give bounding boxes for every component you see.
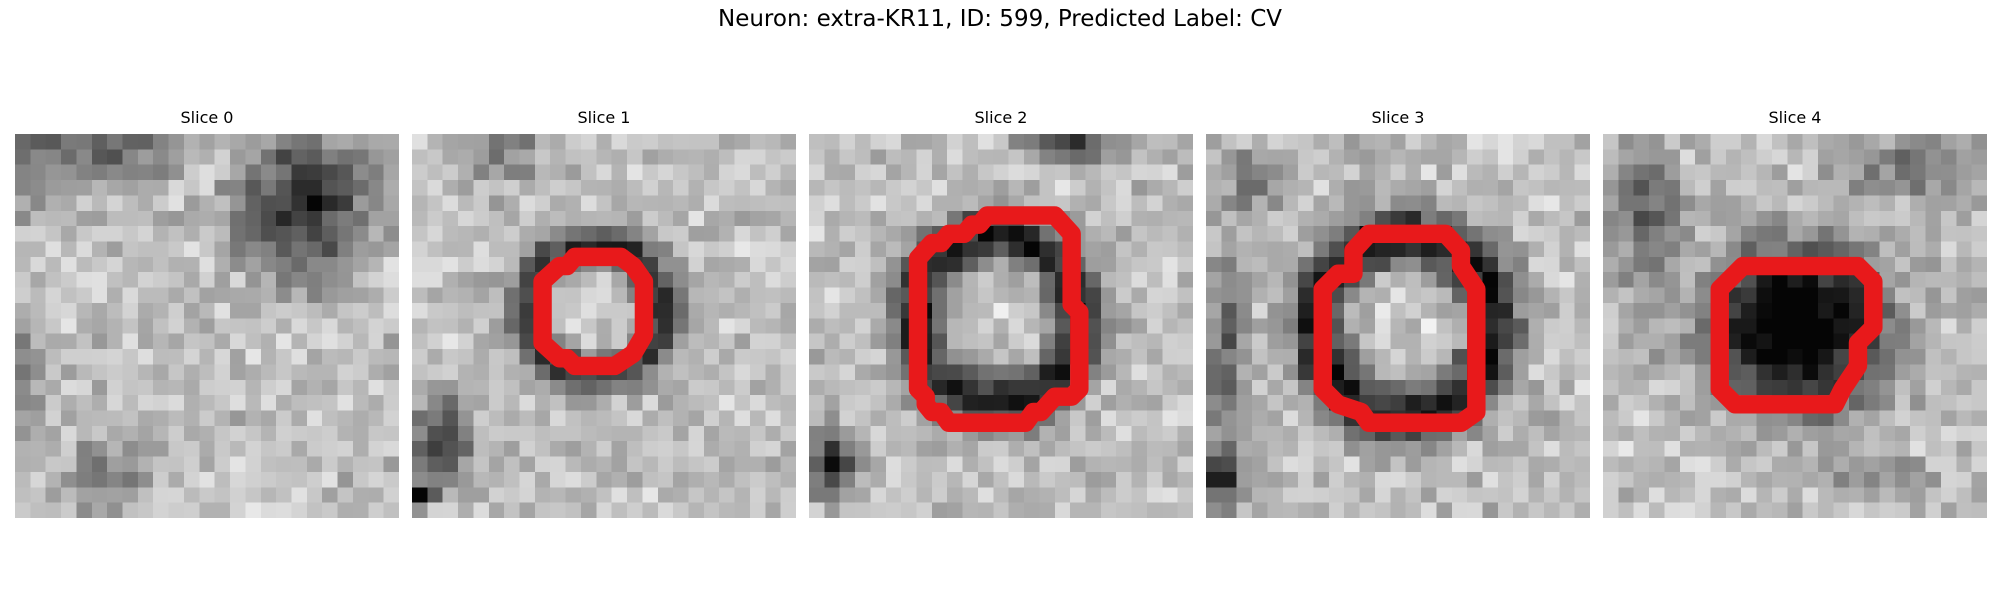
slice-title: Slice 1	[577, 108, 631, 127]
roi-outline	[533, 247, 654, 376]
roi-outline	[1710, 256, 1883, 414]
pixel-grid	[1206, 134, 1590, 518]
slice-image	[1206, 134, 1590, 518]
roi-outline	[908, 206, 1089, 432]
slice-image	[15, 134, 399, 518]
slice-title: Slice 0	[180, 108, 234, 127]
pixel-grid	[1603, 134, 1987, 518]
pixel-grid	[809, 134, 1193, 518]
roi-outline	[1313, 224, 1486, 432]
slice-image	[412, 134, 796, 518]
slice-title: Slice 3	[1371, 108, 1425, 127]
slice-title: Slice 4	[1768, 108, 1822, 127]
figure-title: Neuron: extra-KR11, ID: 599, Predicted L…	[717, 6, 1283, 32]
pixel-grid	[15, 134, 399, 518]
pixel-grid	[412, 134, 796, 518]
slice-image	[1603, 134, 1987, 518]
slice-title: Slice 2	[974, 108, 1028, 127]
slice-image	[809, 134, 1193, 518]
